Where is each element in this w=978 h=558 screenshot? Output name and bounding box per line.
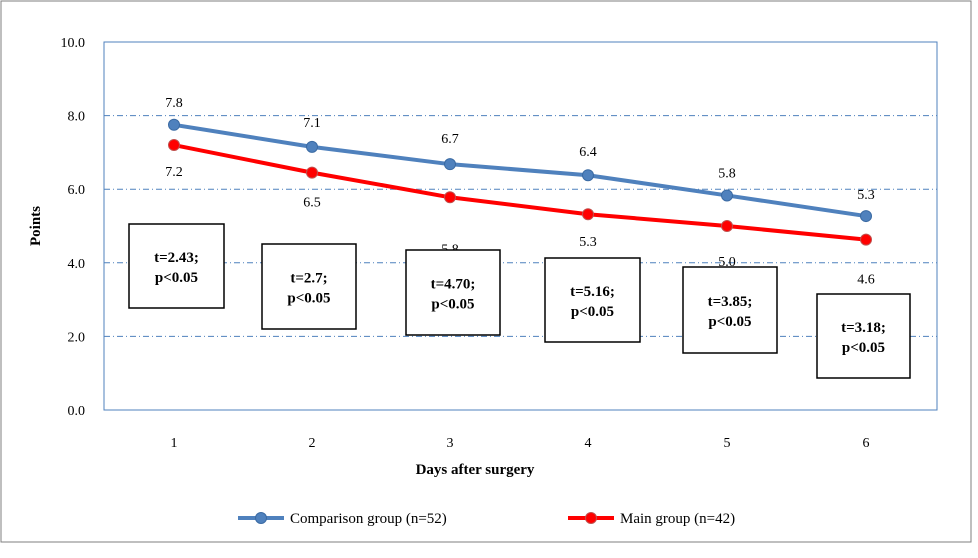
gridlines [104,115,937,337]
annotation-p-value: p<0.05 [571,304,614,320]
y-tick-label: 0.0 [68,404,86,419]
annotation-p-value: p<0.05 [287,291,330,307]
y-tick-label: 10.0 [61,36,86,51]
data-label: 5.3 [857,188,875,203]
annotation-t-value: t=4.70; [431,277,476,293]
y-tick-label: 4.0 [68,257,86,272]
plot-area [103,41,938,411]
x-tick-label: 1 [171,436,178,451]
series-line [173,122,867,219]
x-tick-label: 5 [724,436,731,451]
annotation-box [128,223,225,309]
data-label: 6.4 [579,145,597,160]
data-point [860,210,872,223]
data-point [444,158,456,171]
annotation-layer: t=2.43; p<0.05 t=2.7; p<0.05 t=4.70; p<0.05 t=… [128,223,911,379]
x-tick-labels: 1 2 3 4 5 6 [171,436,870,451]
x-tick-label: 3 [447,436,454,451]
annotation-p-value: p<0.05 [708,314,751,330]
data-point [721,220,733,232]
data-point [168,118,180,131]
annotation-box [405,249,501,336]
x-tick-label: 4 [585,436,592,451]
y-tick-label: 8.0 [68,110,86,125]
legend: Comparison group (n=52) Main group (n=42) [238,511,735,527]
data-label: 5.8 [718,166,736,181]
data-point [306,166,318,179]
y-axis-title: Points [28,206,44,246]
y-tick-label: 6.0 [68,183,86,198]
annotation-box [261,243,357,330]
data-point [582,208,594,221]
series-layer: 7.87.16.76.45.85.37.26.55.85.35.04.6 [165,96,875,288]
annotation-p-value: p<0.05 [155,270,198,286]
annotation-box [544,257,641,343]
data-point [582,169,594,182]
y-tick-label: 2.0 [68,330,86,345]
data-label: 7.8 [165,96,183,111]
annotation-box [682,266,778,354]
data-label: 4.6 [857,273,875,288]
data-label: 7.1 [303,116,321,131]
x-tick-label: 6 [863,436,870,451]
data-label: 6.5 [303,196,321,211]
annotation-t-value: t=5.16; [570,284,615,300]
data-label: 6.7 [441,132,459,147]
annotation-t-value: t=2.43; [154,250,199,266]
annotation-p-value: p<0.05 [842,340,885,356]
data-label: 5.3 [579,235,597,250]
annotation-t-value: t=3.18; [841,320,886,336]
annotation-box [816,293,911,379]
data-point [306,140,318,153]
data-point [444,191,456,204]
series-line [173,143,867,242]
y-tick-labels: 0.0 2.0 4.0 6.0 8.0 10.0 [61,36,86,419]
annotation-t-value: t=3.85; [708,294,753,310]
legend-swatch-marker [255,512,267,524]
data-point [860,233,872,246]
legend-swatch-marker [585,512,597,524]
legend-label: Main group (n=42) [620,511,735,527]
legend-label: Comparison group (n=52) [290,511,447,527]
data-label: 7.2 [165,165,183,180]
x-axis-title: Days after surgery [416,462,535,478]
x-tick-label: 2 [309,436,316,451]
data-point [721,189,733,202]
annotation-t-value: t=2.7; [290,271,327,287]
data-point [168,139,180,152]
annotation-p-value: p<0.05 [431,297,474,313]
